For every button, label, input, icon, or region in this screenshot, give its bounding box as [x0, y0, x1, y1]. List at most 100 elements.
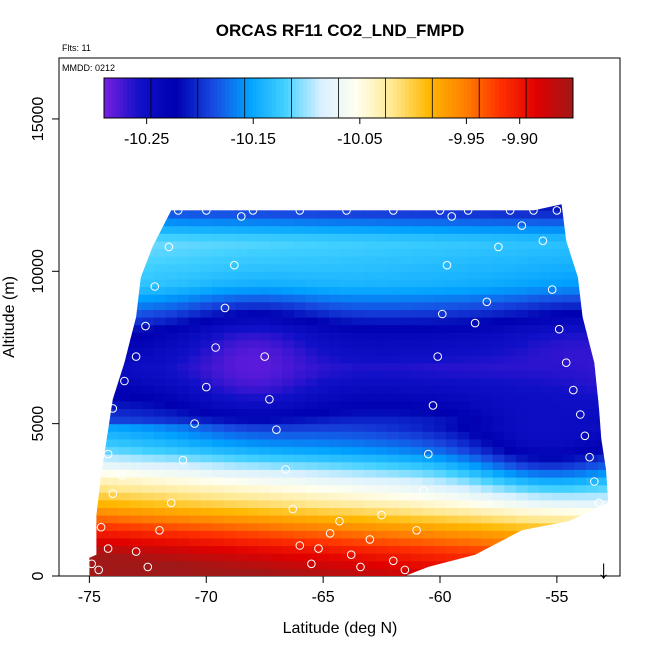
heatmap-cell [235, 301, 248, 310]
heatmap-cell [352, 294, 365, 303]
heatmap-cell [457, 461, 470, 470]
heatmap-cell [317, 210, 330, 219]
sample-point [131, 547, 141, 556]
heatmap-cell [200, 309, 213, 318]
heatmap-cell [270, 446, 283, 455]
heatmap-cell [574, 484, 587, 493]
heatmap-cell [329, 355, 342, 364]
sample-point [94, 565, 103, 575]
sample-point [248, 206, 258, 215]
heatmap-cell [258, 431, 272, 440]
heatmap-cell [165, 530, 178, 539]
heatmap-cell [516, 278, 529, 288]
heatmap-cell [410, 545, 424, 554]
heatmap-cell [223, 210, 237, 219]
heatmap-cell [212, 537, 225, 547]
heatmap-cell [282, 301, 295, 310]
heatmap-cell [504, 332, 517, 341]
heatmap-cell [305, 446, 318, 455]
heatmap-cell [492, 484, 505, 493]
heatmap-cell [142, 294, 155, 303]
colorbar-segment [322, 78, 328, 118]
heatmap-cell [562, 393, 575, 402]
heatmap-cell [258, 461, 272, 470]
colorbar-segment [275, 78, 281, 118]
heatmap-cell [247, 560, 260, 569]
sample-point [164, 242, 174, 252]
heatmap-cell [317, 263, 330, 272]
colorbar-segment [260, 78, 265, 118]
heatmap-cell [258, 484, 272, 493]
heatmap-cell [387, 309, 400, 318]
heatmap-cell [305, 461, 318, 470]
heatmap-cell [375, 469, 388, 478]
heatmap-cell [200, 377, 213, 387]
heatmap-cell [340, 416, 353, 425]
heatmap-cell [527, 515, 540, 524]
heatmap-cell [527, 248, 540, 257]
heatmap-cell [516, 507, 529, 516]
heatmap-cell [364, 248, 377, 257]
heatmap-cell [130, 347, 143, 356]
heatmap-cell [247, 461, 260, 470]
heatmap-cell [106, 469, 120, 478]
heatmap-cell [153, 233, 166, 242]
heatmap-cell [212, 499, 225, 508]
heatmap-cell [574, 385, 587, 394]
sample-point [265, 395, 274, 404]
heatmap-cell [516, 233, 529, 242]
heatmap-cell [492, 347, 505, 356]
heatmap-cell [177, 294, 190, 303]
heatmap-cell [574, 317, 587, 326]
heatmap-cell [258, 522, 272, 531]
heatmap-cell [235, 317, 248, 326]
heatmap-cell [539, 263, 552, 272]
heatmap-cell [247, 324, 260, 333]
colorbar-segment [295, 78, 300, 118]
heatmap-cell [188, 256, 201, 265]
heatmap-cell [422, 553, 435, 562]
heatmap-cell [375, 263, 388, 272]
heatmap-cell [270, 256, 283, 265]
heatmap-cell [223, 553, 237, 562]
heatmap-cell [282, 294, 295, 303]
heatmap-cell [434, 301, 447, 310]
heatmap-cell [375, 332, 388, 341]
heatmap-cell [247, 522, 260, 531]
heatmap-cell [177, 332, 190, 341]
heatmap-cell [177, 339, 190, 349]
heatmap-cell [492, 515, 505, 524]
heatmap-cell [551, 332, 564, 341]
heatmap-cell [480, 416, 494, 425]
heatmap-cell [399, 256, 412, 265]
heatmap-cell [130, 339, 143, 349]
heatmap-cell [258, 286, 272, 295]
heatmap-cell [270, 408, 283, 417]
heatmap-cell [375, 499, 388, 508]
heatmap-cell [340, 317, 353, 326]
heatmap-cell [329, 553, 342, 562]
colorbar-segment [186, 78, 191, 118]
heatmap-cell [258, 454, 272, 463]
heatmap-cell [200, 522, 213, 531]
heatmap-cell [188, 370, 201, 379]
heatmap-cell [212, 438, 225, 448]
heatmap-cell [387, 294, 400, 303]
heatmap-cell [399, 218, 412, 227]
colorbar-segment [303, 78, 308, 118]
heatmap-cell [270, 393, 283, 402]
heatmap-cell [492, 469, 505, 478]
heatmap-cell [270, 423, 283, 432]
heatmap-cell [422, 438, 435, 448]
heatmap-cell [562, 286, 575, 295]
colorbar-segment [205, 78, 211, 118]
heatmap-cell [375, 461, 388, 470]
heatmap-cell [375, 400, 388, 409]
heatmap-cell [539, 286, 552, 295]
heatmap-cell [223, 469, 237, 478]
heatmap-cell [469, 484, 482, 493]
heatmap-cell [293, 225, 307, 234]
heatmap-cell [270, 317, 283, 326]
heatmap-cell [539, 278, 552, 288]
heatmap-cell [352, 416, 365, 425]
